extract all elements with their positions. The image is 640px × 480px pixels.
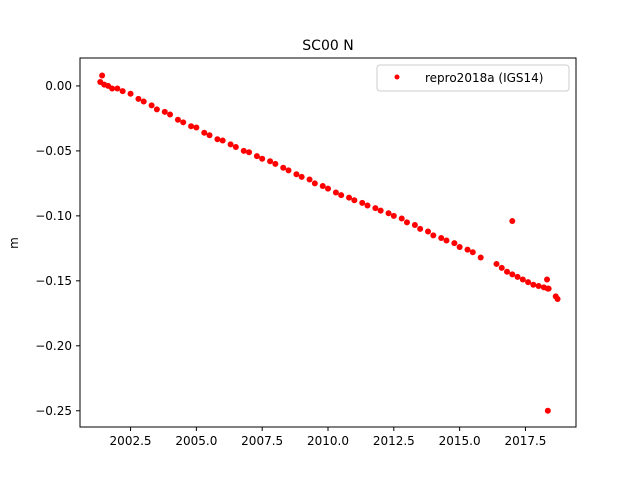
data-point (298, 173, 305, 180)
data-point (285, 167, 292, 174)
x-tick-label: 2007.5 (241, 434, 283, 448)
data-point (359, 199, 366, 206)
chart-title: SC00 N (302, 38, 353, 54)
data-point (351, 197, 358, 204)
y-tick-label: −0.25 (35, 404, 72, 418)
data-point (206, 132, 213, 139)
data-point (114, 85, 121, 92)
data-point (119, 88, 126, 95)
data-point (332, 189, 339, 196)
y-axis: 0.00 −0.05 −0.10 −0.15 −0.20 −0.25 (35, 79, 80, 418)
data-point (161, 108, 168, 115)
data-point (193, 124, 200, 131)
x-tick-label: 2017.5 (504, 434, 546, 448)
data-point (385, 210, 392, 217)
data-point (504, 268, 511, 275)
data-point (219, 137, 226, 144)
y-tick-label: 0.00 (45, 79, 72, 93)
data-point (246, 149, 253, 156)
y-axis-label: m (7, 237, 21, 249)
data-point (240, 147, 247, 154)
data-point (411, 221, 418, 228)
data-point (545, 285, 552, 292)
data-point (464, 246, 471, 253)
data-point (372, 205, 379, 212)
data-point (338, 192, 345, 199)
x-tick-label: 2010.0 (307, 434, 349, 448)
data-point (451, 240, 458, 247)
data-point (509, 271, 516, 278)
data-point (525, 279, 532, 286)
data-point (498, 264, 505, 271)
data-point (346, 194, 353, 201)
data-point (325, 185, 331, 192)
data-point (214, 136, 221, 143)
legend-box (376, 64, 570, 92)
y-tick-label: −0.05 (35, 144, 72, 158)
data-point (438, 234, 445, 241)
data-point (390, 212, 397, 219)
y-tick-label: −0.10 (35, 209, 72, 223)
data-point (280, 164, 287, 171)
data-point (514, 273, 521, 280)
data-point (430, 232, 437, 239)
data-point (174, 116, 181, 123)
data-point (259, 155, 266, 162)
data-point (201, 129, 208, 136)
data-point (99, 72, 106, 79)
data-point (535, 283, 542, 290)
data-point (417, 225, 424, 232)
data-point (253, 153, 260, 160)
x-tick-label: 2015.0 (439, 434, 481, 448)
data-point (377, 207, 384, 214)
data-point (148, 102, 155, 109)
data-point (127, 90, 134, 97)
data-points (97, 72, 561, 414)
data-point (443, 237, 450, 244)
legend-marker (394, 74, 400, 80)
data-point (227, 141, 234, 148)
y-tick-label: −0.15 (35, 274, 72, 288)
data-point (140, 98, 147, 105)
plot-frame (79, 57, 577, 428)
data-point (403, 219, 410, 226)
data-point (293, 171, 300, 178)
x-tick-label: 2002.5 (110, 434, 152, 448)
data-point (544, 407, 551, 414)
data-point (425, 228, 432, 235)
data-point (188, 123, 195, 130)
data-point (530, 281, 537, 288)
data-point (272, 160, 279, 167)
legend: repro2018a (IGS14) (376, 64, 570, 92)
data-point (398, 215, 405, 222)
data-point (167, 111, 174, 118)
data-point (509, 218, 516, 225)
data-point (319, 182, 326, 189)
data-point (364, 202, 371, 209)
data-point (306, 176, 313, 183)
data-point (519, 276, 526, 283)
x-axis: 2002.5 2005.0 2007.5 2010.0 2012.5 2015.0 2017… (110, 427, 546, 448)
x-tick-label: 2012.5 (373, 434, 415, 448)
data-point (456, 244, 463, 251)
x-tick-label: 2005.0 (175, 434, 217, 448)
data-point (135, 95, 142, 102)
data-point (477, 254, 484, 261)
data-point (311, 180, 318, 187)
y-tick-label: −0.20 (35, 339, 72, 353)
data-point (180, 119, 187, 126)
data-point (267, 158, 274, 165)
data-point (544, 276, 551, 283)
data-point (109, 85, 116, 92)
data-point (554, 296, 561, 303)
legend-label: repro2018a (IGS14) (425, 71, 543, 85)
data-point (493, 260, 500, 267)
data-point (232, 144, 239, 151)
data-point (469, 249, 476, 256)
data-point (153, 106, 160, 113)
